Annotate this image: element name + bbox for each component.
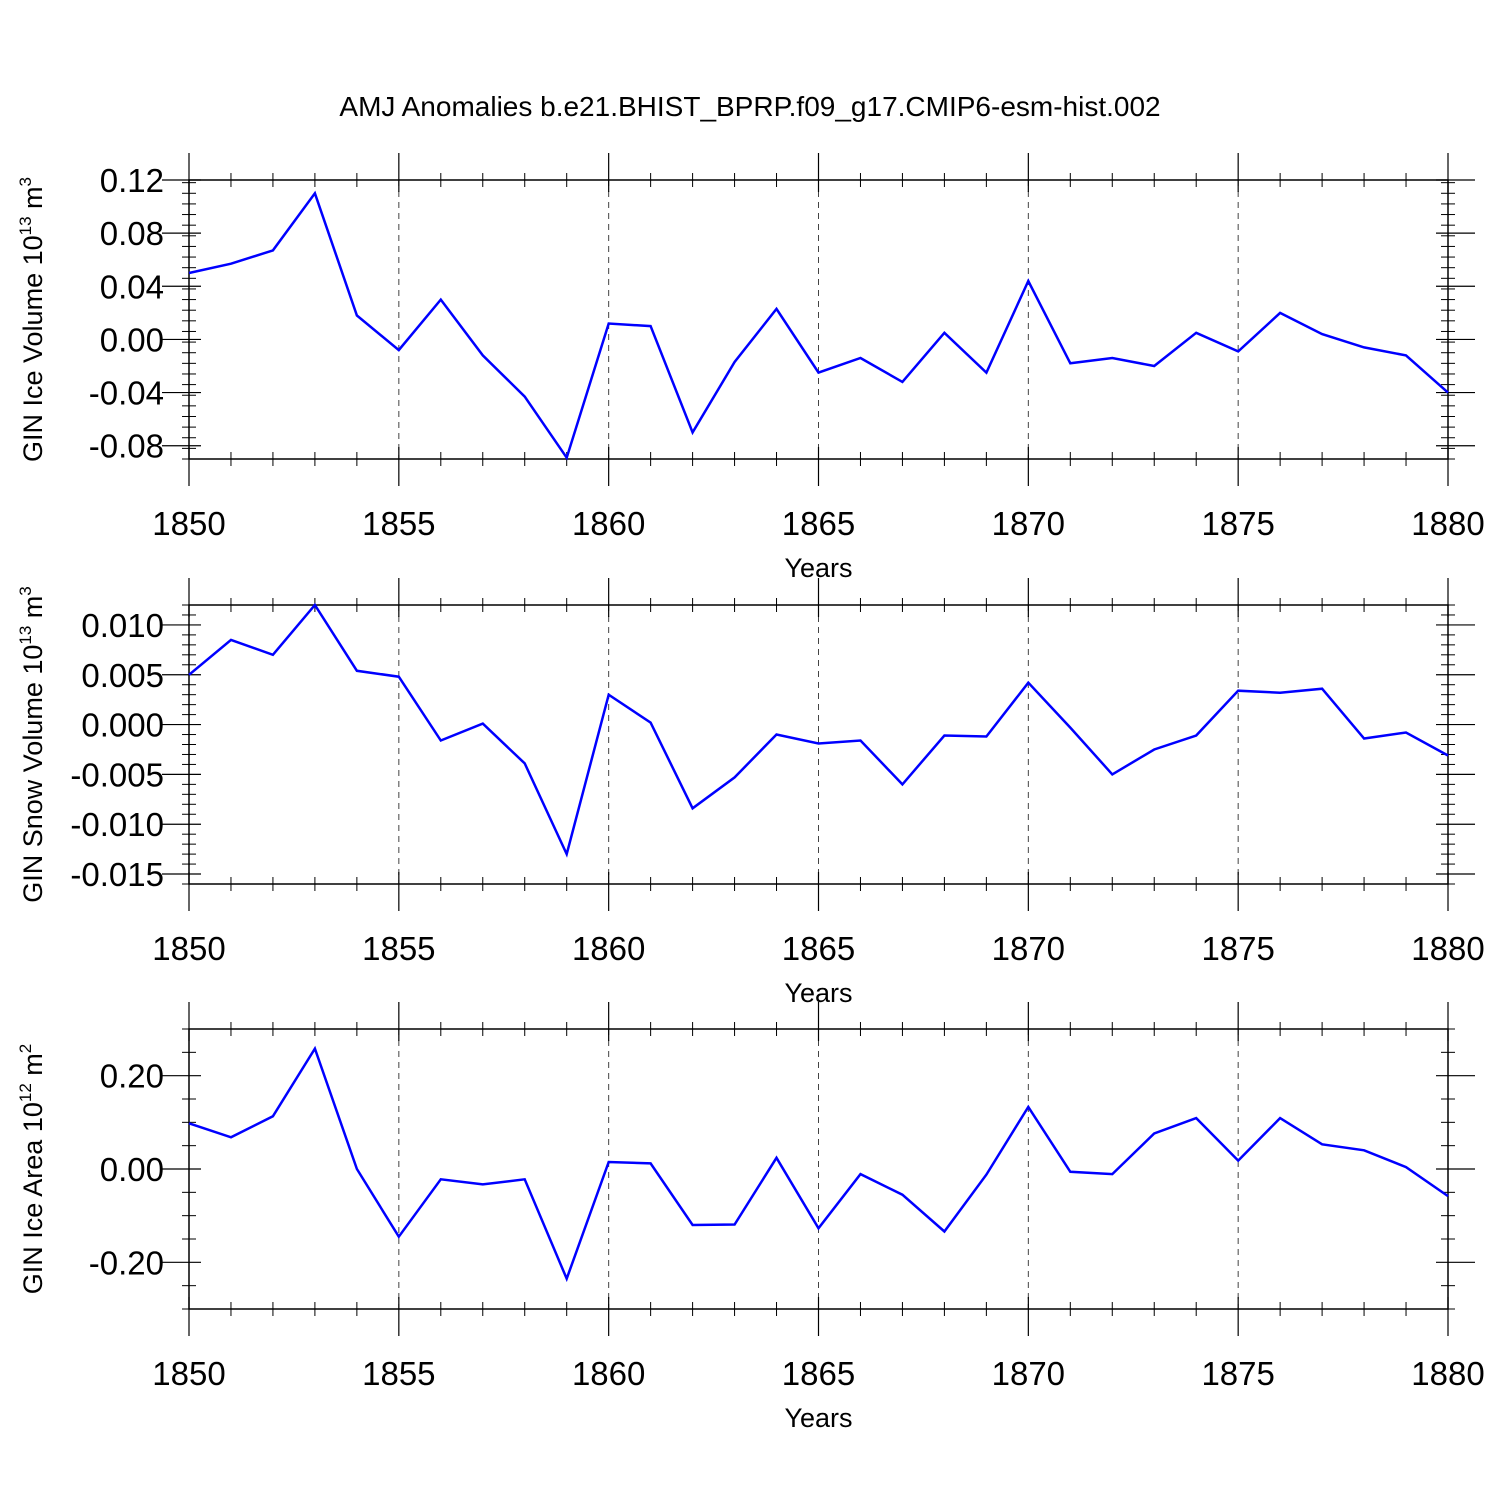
x-tick-label: 1865 <box>782 930 855 967</box>
x-tick-label: 1860 <box>572 505 645 542</box>
y-tick-label: -0.20 <box>89 1244 164 1281</box>
x-tick-label: 1880 <box>1411 505 1484 542</box>
y-axis-label: GIN Ice Volume 1013 m3 <box>16 177 48 462</box>
panel-3: 0.20 0.00 -0.20 1850 1855 1860 1865 1870 1875 188… <box>16 1002 1485 1433</box>
y-axis-label-unit: m <box>18 186 48 216</box>
y-axis-label: GIN Ice Area 1012 m2 <box>16 1044 48 1295</box>
y-axis-label-exponent: 13 <box>16 626 35 645</box>
y-axis-label-unit: m <box>18 596 48 626</box>
y-tick-label: 0.010 <box>81 607 164 644</box>
x-tick-label: 1855 <box>362 930 435 967</box>
y-tick-label: -0.010 <box>70 806 164 843</box>
x-tick-label: 1850 <box>152 1355 225 1392</box>
panel-2: 0.010 0.005 0.000 -0.005 -0.010 -0.015 1850 185… <box>16 578 1485 1008</box>
y-tick-label: -0.005 <box>70 756 164 793</box>
x-tick-label: 1880 <box>1411 1355 1484 1392</box>
panel-1: 0.12 0.08 0.04 0.00 -0.04 -0.08 1850 1855 1860 18… <box>16 153 1485 583</box>
y-tick-label: -0.04 <box>89 375 164 412</box>
y-axis-label-text: GIN Ice Area 10 <box>18 1102 48 1294</box>
y-tick-label: 0.04 <box>100 268 164 305</box>
x-tick-label: 1850 <box>152 505 225 542</box>
y-tick-label: -0.015 <box>70 856 164 893</box>
x-tick-label: 1855 <box>362 505 435 542</box>
x-tick-label: 1870 <box>992 505 1065 542</box>
y-tick-label: 0.005 <box>81 657 164 694</box>
y-axis-label-unit: m <box>18 1053 48 1083</box>
y-axis-label-unit-exponent: 3 <box>16 586 35 595</box>
y-axis-label-exponent: 12 <box>16 1083 35 1102</box>
y-axis-label-unit-exponent: 3 <box>16 177 35 186</box>
plot-frame <box>189 180 1448 459</box>
x-axis-label: Years <box>784 1403 852 1433</box>
x-tick-label: 1850 <box>152 930 225 967</box>
y-tick-label: 0.12 <box>100 162 164 199</box>
x-tick-label: 1875 <box>1201 505 1274 542</box>
y-tick-label: 0.08 <box>100 215 164 252</box>
y-axis-label: GIN Snow Volume 1013 m3 <box>16 586 48 903</box>
y-axis-label-text: GIN Ice Volume 10 <box>18 235 48 462</box>
y-tick-label: 0.000 <box>81 707 164 744</box>
x-tick-label: 1870 <box>992 930 1065 967</box>
y-tick-label: -0.08 <box>89 428 164 465</box>
y-axis-label-unit-exponent: 2 <box>16 1044 35 1053</box>
x-tick-label: 1860 <box>572 1355 645 1392</box>
x-tick-label: 1870 <box>992 1355 1065 1392</box>
x-tick-label: 1865 <box>782 1355 855 1392</box>
x-tick-label: 1855 <box>362 1355 435 1392</box>
x-tick-label: 1880 <box>1411 930 1484 967</box>
y-tick-label: 0.00 <box>100 321 164 358</box>
y-tick-label: 0.00 <box>100 1151 164 1188</box>
x-tick-label: 1860 <box>572 930 645 967</box>
y-axis-label-exponent: 13 <box>16 216 35 235</box>
y-axis-label-text: GIN Snow Volume 10 <box>18 645 48 903</box>
x-tick-label: 1875 <box>1201 930 1274 967</box>
x-tick-label: 1875 <box>1201 1355 1274 1392</box>
y-tick-label: 0.20 <box>100 1058 164 1095</box>
x-tick-label: 1865 <box>782 505 855 542</box>
plot-frame <box>189 1029 1448 1309</box>
figure-title: AMJ Anomalies b.e21.BHIST_BPRP.f09_g17.C… <box>339 91 1160 122</box>
